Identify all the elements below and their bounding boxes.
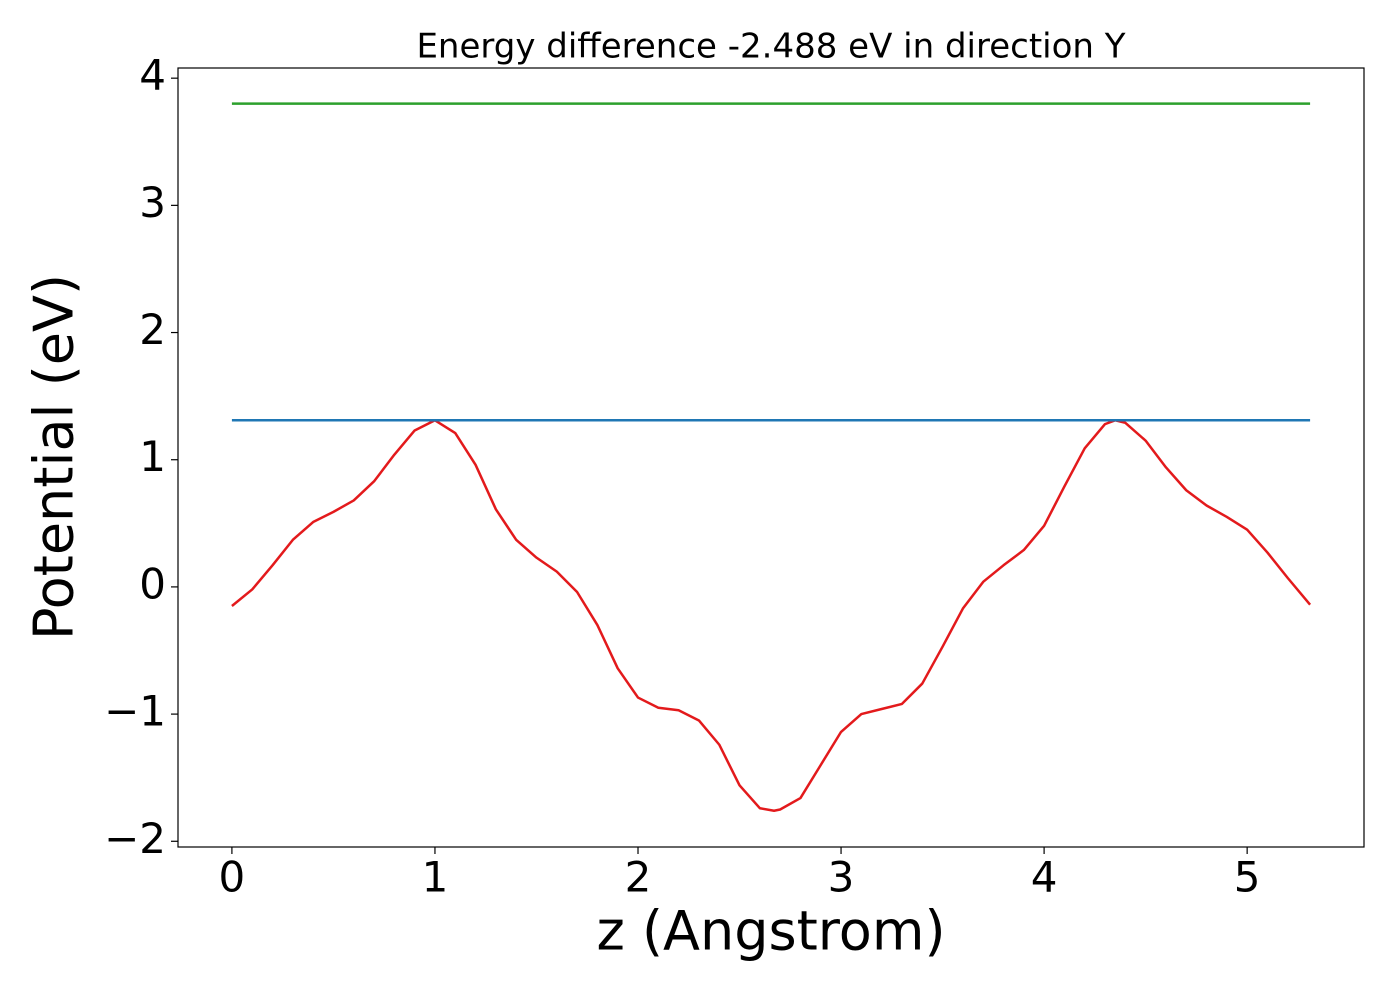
- y-tick-label: −1: [104, 687, 166, 736]
- line-series: [231, 419, 1312, 813]
- y-tick-label: 3: [139, 178, 166, 227]
- y-tick-label: 4: [139, 51, 166, 100]
- y-tick-label: −2: [104, 814, 166, 863]
- x-tick-label: 2: [625, 853, 652, 902]
- x-tick-label: 0: [219, 853, 246, 902]
- chart-title: Energy difference -2.488 eV in direction…: [416, 27, 1125, 67]
- x-axis-label: z (Angstrom): [596, 900, 945, 963]
- x-tick-label: 3: [828, 853, 855, 902]
- plot-frame: [177, 67, 1365, 848]
- y-axis-label: Potential (eV): [23, 274, 86, 640]
- y-tick-label: 2: [139, 305, 166, 354]
- x-tick-label: 1: [422, 853, 449, 902]
- y-tick-label: 1: [139, 432, 166, 481]
- x-tick-label: 5: [1234, 853, 1261, 902]
- x-tick-label: 4: [1031, 853, 1058, 902]
- y-tick-label: 0: [139, 559, 166, 608]
